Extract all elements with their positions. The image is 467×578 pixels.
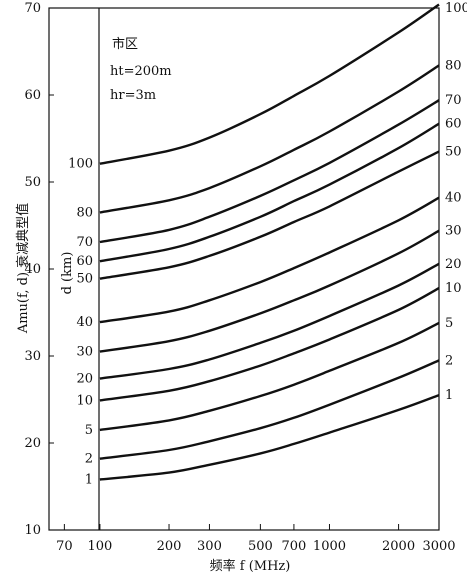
curve-d-80 bbox=[99, 64, 440, 214]
x-tick-label: 2000 bbox=[382, 539, 415, 554]
curve-label-left-30: 30 bbox=[76, 345, 93, 360]
curve-labels: 1 1 2 2 5 5 10 10 20 20 30 30 40 40 50 50 60 60 70 70 80 80 10… bbox=[68, 1, 467, 488]
x-tick-label: 300 bbox=[197, 539, 222, 554]
curve-label-right-40: 40 bbox=[445, 191, 462, 206]
y-tick-label: 10 bbox=[24, 523, 41, 538]
curve-d-20 bbox=[99, 262, 440, 380]
x-tick-label: 100 bbox=[88, 539, 113, 554]
curve-d-30 bbox=[99, 229, 440, 353]
curve-label-left-60: 60 bbox=[76, 254, 93, 269]
curve-label-left-10: 10 bbox=[76, 393, 93, 408]
curve-label-right-20: 20 bbox=[445, 257, 462, 272]
y-tick-label: 30 bbox=[24, 349, 41, 364]
curve-label-left-40: 40 bbox=[76, 315, 93, 330]
curve-group-label: d (km) bbox=[60, 252, 75, 295]
curve-label-right-2: 2 bbox=[445, 353, 453, 368]
curve-d-40 bbox=[99, 196, 440, 324]
curve-label-left-5: 5 bbox=[85, 423, 93, 438]
x-tick-label: 200 bbox=[157, 539, 182, 554]
y-axis-label: Amu(f, d) 衰减典型值 bbox=[15, 203, 31, 334]
curve-d-60 bbox=[99, 122, 440, 263]
x-axis-label: 频率 f (MHz) bbox=[210, 558, 291, 574]
curve-label-right-5: 5 bbox=[445, 316, 453, 331]
curve-label-right-10: 10 bbox=[445, 281, 462, 296]
curve-label-left-100: 100 bbox=[68, 157, 93, 172]
y-tick-label: 60 bbox=[24, 88, 41, 103]
curve-label-left-50: 50 bbox=[76, 272, 93, 287]
curve-label-left-70: 70 bbox=[76, 235, 93, 250]
curve-label-right-1: 1 bbox=[445, 388, 453, 403]
x-tick-label: 3000 bbox=[422, 539, 455, 554]
ticks: 10 20 30 40 50 60 70 70 100 200 300 500 700 1000 2000 3… bbox=[24, 1, 455, 554]
curve-label-left-20: 20 bbox=[76, 372, 93, 387]
x-tick-label: 1000 bbox=[313, 539, 346, 554]
curve-label-left-80: 80 bbox=[76, 205, 93, 220]
curve-d-70 bbox=[99, 99, 440, 244]
curve-d-2 bbox=[99, 359, 440, 460]
plot-border bbox=[48, 7, 440, 531]
curve-d-100 bbox=[99, 3, 440, 165]
curve-label-left-1: 1 bbox=[85, 473, 93, 488]
curve-d-50 bbox=[99, 150, 440, 280]
x-tick-label: 700 bbox=[282, 539, 307, 554]
x-tick-label: 500 bbox=[248, 539, 273, 554]
x-tick-label: 70 bbox=[56, 539, 73, 554]
curve-d-5 bbox=[99, 321, 440, 432]
curve-label-right-60: 60 bbox=[445, 117, 462, 132]
y-tick-label: 50 bbox=[24, 175, 41, 190]
annotation-area: 市区 bbox=[112, 36, 138, 52]
curve-label-right-80: 80 bbox=[445, 58, 462, 73]
curve-label-right-70: 70 bbox=[445, 93, 462, 108]
y-tick-label: 20 bbox=[24, 436, 41, 451]
y-tick-label: 70 bbox=[24, 1, 41, 16]
annotation-hr: hr=3m bbox=[110, 88, 156, 103]
curve-label-right-30: 30 bbox=[445, 224, 462, 239]
curve-label-right-100: 100 bbox=[445, 1, 467, 16]
curve-d-1 bbox=[99, 393, 440, 481]
annotation-ht: ht=200m bbox=[110, 64, 172, 79]
curve-label-left-2: 2 bbox=[85, 452, 93, 467]
y-tick-label: 40 bbox=[24, 262, 41, 277]
curves bbox=[99, 3, 440, 481]
curve-label-right-50: 50 bbox=[445, 145, 462, 160]
curve-d-10 bbox=[99, 287, 440, 402]
plot-frame bbox=[48, 7, 440, 531]
